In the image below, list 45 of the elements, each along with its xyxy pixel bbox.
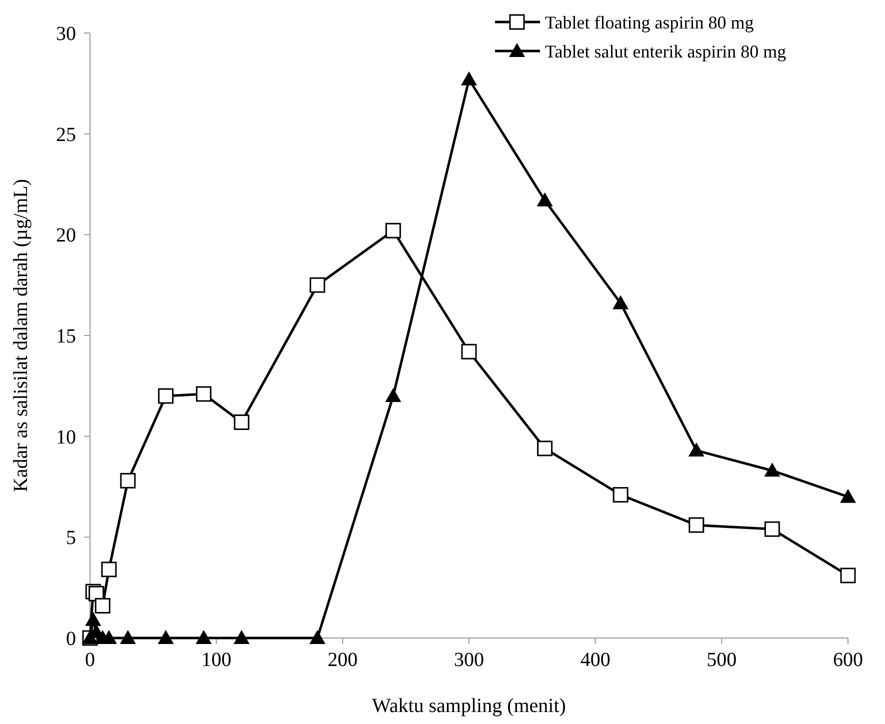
y-tick-label: 25 — [56, 124, 76, 146]
point — [101, 562, 117, 578]
point — [234, 414, 250, 430]
point — [688, 517, 704, 533]
point — [688, 442, 704, 456]
x-axis-title: Waktu sampling (menit) — [372, 695, 566, 717]
x-tick-label: 200 — [328, 649, 358, 671]
point — [310, 277, 326, 293]
point — [536, 192, 553, 206]
point — [85, 612, 102, 626]
point — [612, 295, 629, 310]
y-tick-label: 20 — [56, 224, 76, 247]
point — [612, 487, 628, 503]
point — [309, 630, 326, 644]
x-tick-label: 500 — [706, 649, 737, 671]
y-tick-label: 30 — [56, 23, 76, 45]
point — [158, 388, 174, 404]
point — [840, 488, 856, 503]
y-tick-label: 0 — [66, 628, 76, 650]
point — [764, 462, 780, 477]
point — [234, 630, 250, 644]
point — [196, 386, 212, 402]
x-tick-label: 400 — [580, 649, 610, 671]
point — [840, 568, 856, 584]
point — [94, 598, 110, 614]
point — [764, 521, 780, 537]
y-tick-label: 5 — [66, 527, 76, 550]
point — [385, 388, 402, 402]
legend-label: Tablet floating aspirin 80 mg — [545, 12, 754, 32]
x-tick-label: 100 — [201, 649, 232, 671]
y-tick-label: 15 — [56, 326, 76, 348]
point — [196, 630, 212, 644]
y-tick-label: 10 — [56, 426, 76, 448]
point — [120, 472, 136, 488]
point — [385, 222, 401, 238]
y-axis-title: Kadar as salisilat dalam darah (µg/mL) — [10, 178, 32, 492]
point — [461, 344, 477, 360]
legend-label: Tablet salut enterik aspirin 80 mg — [545, 41, 786, 62]
x-tick-label: 0 — [85, 649, 95, 671]
x-tick-label: 300 — [454, 649, 484, 671]
point — [120, 630, 136, 644]
point — [537, 440, 553, 456]
point — [158, 630, 174, 644]
x-tick-label: 600 — [833, 649, 863, 671]
point — [461, 71, 477, 86]
